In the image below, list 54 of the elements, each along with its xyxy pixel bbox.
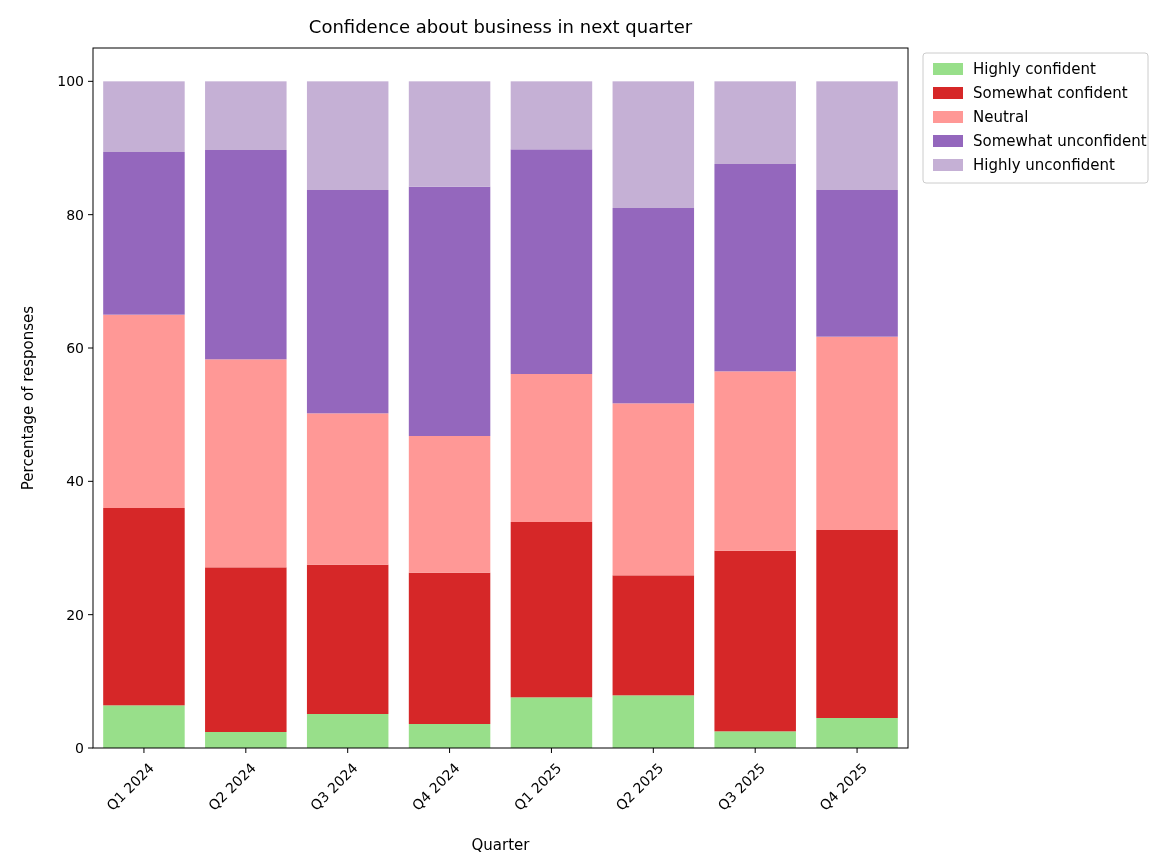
bar	[510, 81, 593, 150]
bar	[408, 81, 491, 187]
bar	[714, 731, 796, 748]
bar	[205, 359, 287, 568]
y-axis-title: Percentage of responses	[19, 305, 37, 491]
y-tick-label: 20	[66, 606, 84, 623]
bar	[408, 724, 491, 748]
y-tick-label: 80	[66, 206, 84, 223]
y-tick-label: 40	[66, 473, 84, 490]
bar	[205, 732, 287, 748]
legend-label: Somewhat unconfident	[973, 132, 1147, 151]
bar	[306, 190, 389, 414]
bar	[816, 718, 898, 748]
bar	[816, 190, 898, 337]
bar	[816, 530, 898, 718]
legend-label: Highly unconfident	[973, 156, 1115, 175]
bar	[103, 705, 185, 748]
bar	[510, 522, 593, 698]
bar	[205, 81, 287, 150]
chart-title: Confidence about business in next quarter	[308, 16, 693, 37]
bar	[205, 150, 287, 360]
x-axis-title: Quarter	[471, 836, 531, 854]
bar	[510, 374, 593, 522]
bar	[103, 152, 185, 315]
bar	[408, 436, 491, 573]
bar	[306, 714, 389, 748]
bar	[306, 564, 389, 714]
bar	[612, 695, 695, 748]
bar	[612, 575, 695, 696]
bar	[816, 336, 898, 530]
bar	[510, 697, 593, 748]
bar	[306, 81, 389, 190]
legend-label: Highly confident	[973, 60, 1096, 79]
bar	[612, 403, 695, 576]
legend-label: Neutral	[973, 108, 1029, 127]
bar	[408, 186, 491, 436]
bar	[510, 149, 593, 374]
bar	[205, 567, 287, 732]
bar	[103, 314, 185, 508]
bar	[714, 81, 796, 164]
bar	[103, 508, 185, 706]
bar	[714, 550, 796, 732]
bar	[816, 81, 898, 190]
bar	[612, 81, 695, 208]
y-tick-label: 0	[75, 739, 84, 756]
bar	[714, 164, 796, 372]
bar	[408, 572, 491, 724]
legend-label: Somewhat confident	[973, 84, 1128, 103]
bar	[103, 81, 185, 152]
y-tick-label: 100	[57, 73, 84, 90]
y-tick-label: 60	[66, 339, 84, 356]
bar	[714, 371, 796, 551]
bar	[306, 413, 389, 565]
bar	[612, 208, 695, 404]
